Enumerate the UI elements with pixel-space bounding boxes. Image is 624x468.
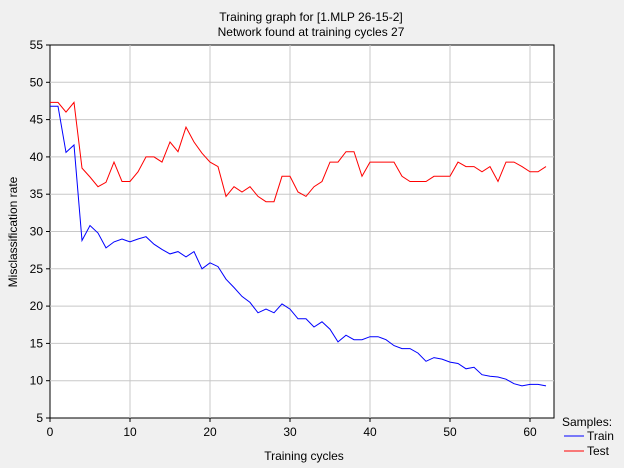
y-tick-label: 30 [30, 225, 44, 239]
y-tick-label: 5 [36, 411, 43, 425]
y-tick-label: 25 [30, 262, 44, 276]
y-tick-label: 20 [30, 299, 44, 313]
x-axis-title: Training cycles [264, 449, 344, 463]
legend-label-test: Test [587, 444, 610, 458]
y-tick-label: 10 [30, 374, 44, 388]
x-tick-label: 10 [123, 425, 137, 439]
y-tick-label: 15 [30, 336, 44, 350]
chart-subtitle: Network found at training cycles 27 [218, 25, 405, 39]
chart-title: Training graph for [1.MLP 26-15-2] [219, 10, 402, 24]
y-tick-label: 35 [30, 187, 44, 201]
x-tick-label: 20 [203, 425, 217, 439]
x-tick-label: 0 [47, 425, 54, 439]
y-axis-title: Misclassification rate [6, 176, 20, 287]
x-tick-label: 50 [443, 425, 457, 439]
legend-label-train: Train [587, 429, 614, 443]
x-tick-label: 60 [523, 425, 537, 439]
y-tick-label: 55 [30, 38, 44, 52]
y-tick-label: 45 [30, 113, 44, 127]
series-line-train [50, 105, 547, 387]
axis-ticks: 5 10 15 20 25 30 35 40 45 50 55 0 10 20 30 40 50 60 [30, 38, 537, 439]
legend-title: Samples: [562, 415, 612, 429]
y-tick-label: 50 [30, 75, 44, 89]
series-lines [50, 101, 547, 387]
x-tick-label: 30 [283, 425, 297, 439]
y-tick-label: 40 [30, 150, 44, 164]
grid [50, 45, 554, 418]
series-line-test [50, 101, 547, 203]
x-tick-label: 40 [363, 425, 377, 439]
